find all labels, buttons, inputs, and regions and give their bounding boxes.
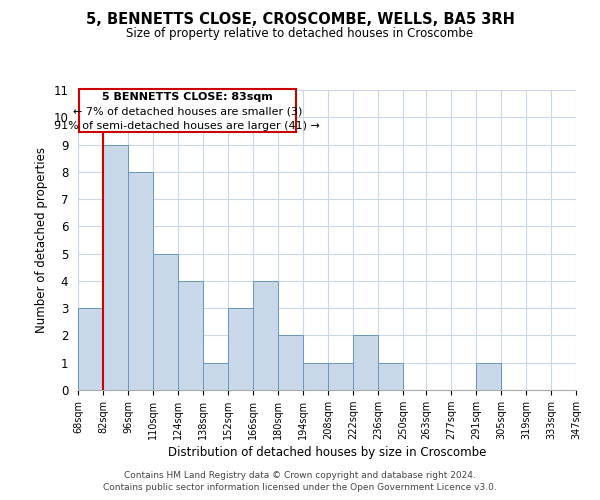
Y-axis label: Number of detached properties: Number of detached properties bbox=[35, 147, 48, 333]
Bar bbox=[278, 336, 303, 390]
Bar bbox=[78, 308, 103, 390]
Bar bbox=[253, 281, 278, 390]
Bar bbox=[303, 362, 328, 390]
Bar bbox=[328, 362, 353, 390]
Bar bbox=[353, 336, 378, 390]
Text: 5, BENNETTS CLOSE, CROSCOMBE, WELLS, BA5 3RH: 5, BENNETTS CLOSE, CROSCOMBE, WELLS, BA5… bbox=[86, 12, 514, 28]
Text: Contains public sector information licensed under the Open Government Licence v3: Contains public sector information licen… bbox=[103, 484, 497, 492]
Bar bbox=[228, 308, 253, 390]
Bar bbox=[203, 362, 228, 390]
Bar bbox=[378, 362, 403, 390]
Text: ← 7% of detached houses are smaller (3): ← 7% of detached houses are smaller (3) bbox=[73, 106, 302, 117]
Text: 5 BENNETTS CLOSE: 83sqm: 5 BENNETTS CLOSE: 83sqm bbox=[102, 92, 273, 102]
Text: Contains HM Land Registry data © Crown copyright and database right 2024.: Contains HM Land Registry data © Crown c… bbox=[124, 471, 476, 480]
Bar bbox=[178, 281, 203, 390]
Bar bbox=[476, 362, 501, 390]
Text: 91% of semi-detached houses are larger (41) →: 91% of semi-detached houses are larger (… bbox=[55, 121, 320, 131]
Text: Size of property relative to detached houses in Croscombe: Size of property relative to detached ho… bbox=[127, 28, 473, 40]
Bar bbox=[128, 172, 153, 390]
Bar bbox=[103, 144, 128, 390]
FancyBboxPatch shape bbox=[79, 90, 296, 132]
Bar bbox=[153, 254, 178, 390]
X-axis label: Distribution of detached houses by size in Croscombe: Distribution of detached houses by size … bbox=[168, 446, 486, 459]
